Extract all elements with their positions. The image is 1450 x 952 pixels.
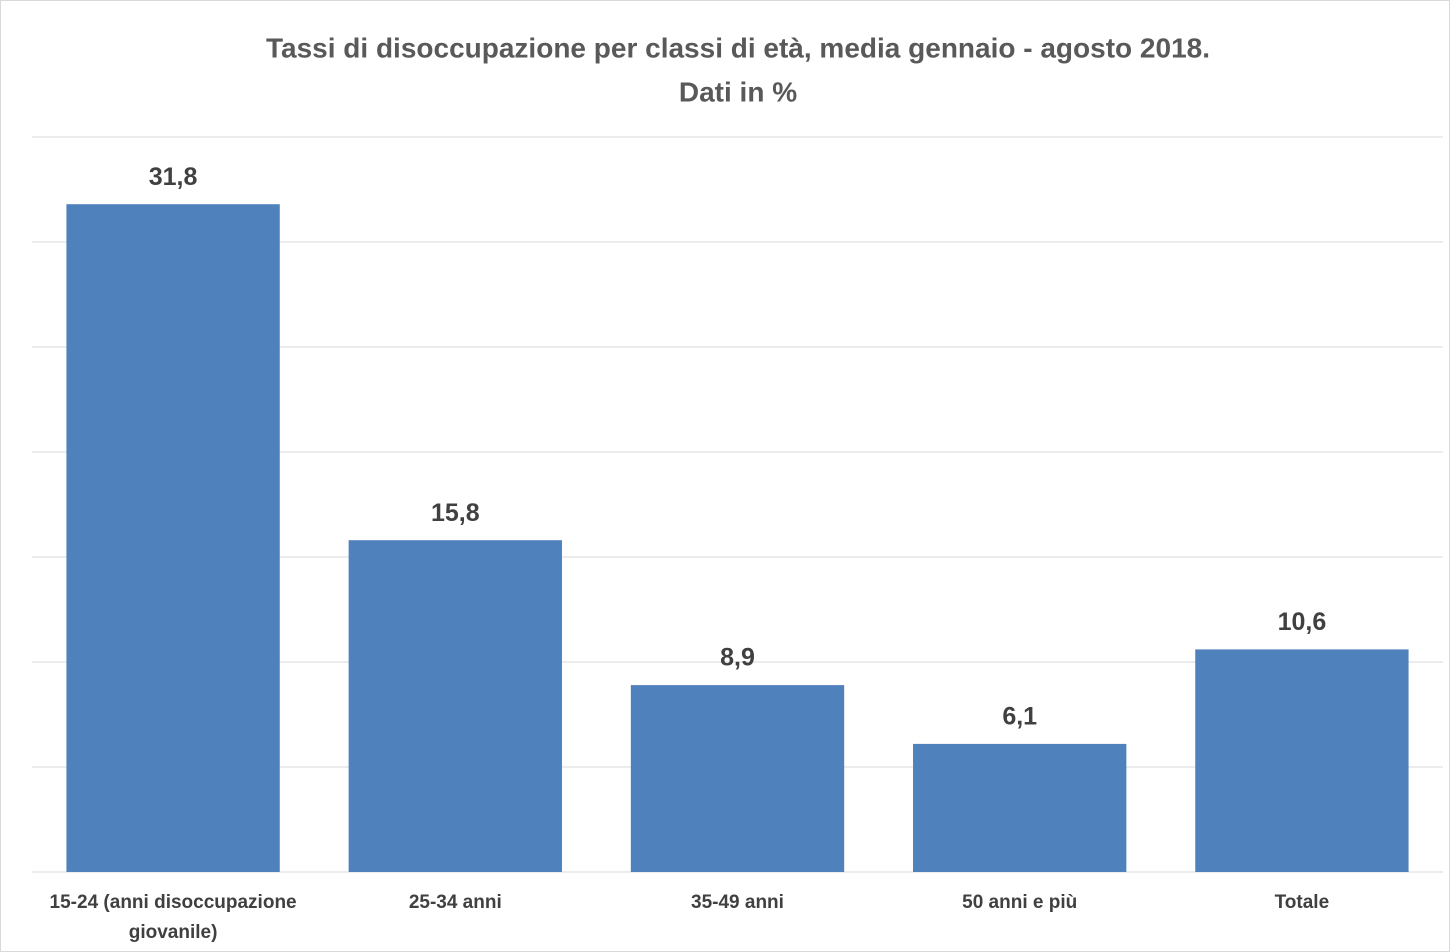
x-tick-label: 25-34 anni — [408, 892, 502, 913]
bar — [348, 540, 562, 872]
chart-subtitle: Dati in % — [679, 76, 797, 107]
chart-title: Tassi di disoccupazione per classi di et… — [266, 32, 1210, 63]
value-label: 15,8 — [431, 499, 480, 527]
x-tick-label: Totale — [1274, 892, 1330, 913]
x-tick-label: 15-24 (anni disoccupazione giovanile) — [49, 892, 297, 943]
value-label: 6,1 — [1002, 703, 1037, 731]
value-label: 8,9 — [720, 644, 755, 672]
bar — [66, 204, 280, 872]
x-tick-label: 35-49 anni — [691, 892, 784, 913]
value-label: 31,8 — [149, 163, 198, 191]
bar — [1195, 649, 1409, 872]
bar — [913, 743, 1127, 872]
x-tick-label: 50 anni e più — [962, 892, 1078, 913]
bar — [630, 685, 845, 872]
value-label: 10,6 — [1278, 608, 1327, 636]
